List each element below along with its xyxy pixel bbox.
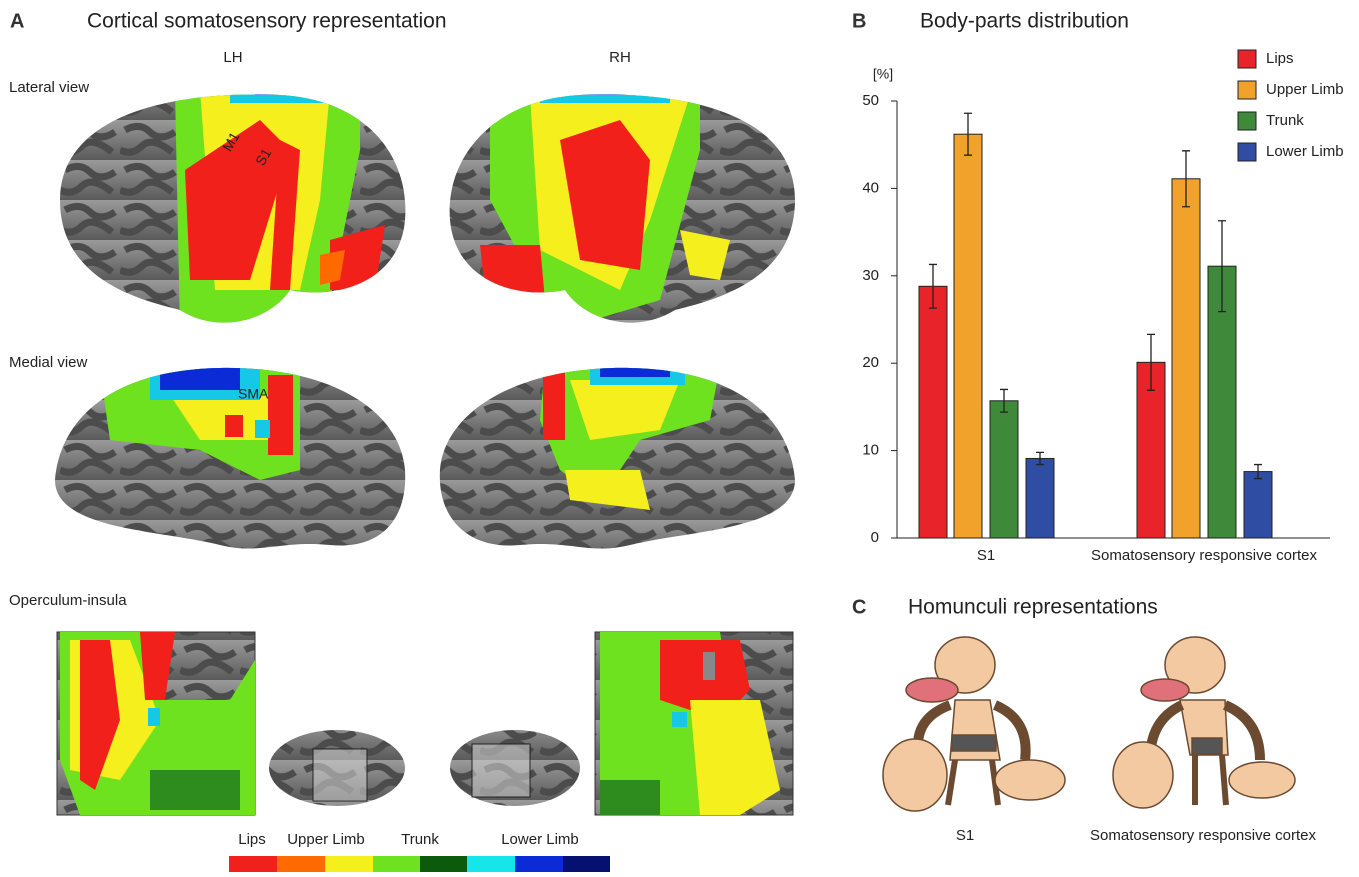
bar <box>990 401 1018 538</box>
bar <box>919 286 947 538</box>
homunculus <box>1113 637 1295 808</box>
y-tick-label: 0 <box>871 529 879 546</box>
operculum-left <box>57 632 255 815</box>
chart-title: Body-parts distribution <box>920 10 1129 33</box>
colorbar-label: Trunk <box>401 831 439 848</box>
bar <box>1026 458 1054 538</box>
brain-medial-left <box>50 360 420 560</box>
bar <box>1172 179 1200 538</box>
x-tick-label: Somatosensory responsive cortex <box>1091 547 1317 564</box>
view-label: Operculum-insula <box>9 592 127 609</box>
brain-lateral-left <box>50 85 420 345</box>
colorbar <box>229 856 610 872</box>
colorbar-label: Upper Limb <box>287 831 365 848</box>
operculum-right <box>595 632 793 815</box>
x-tick-label: S1 <box>977 547 995 564</box>
bar <box>954 134 982 538</box>
y-tick-label: 50 <box>862 92 879 109</box>
y-tick-label: 30 <box>862 267 879 284</box>
region-annotation: SMA <box>238 386 269 402</box>
legend-label: Lips <box>1266 50 1294 67</box>
y-tick-label: 40 <box>862 179 879 196</box>
panel-letter: B <box>852 10 866 32</box>
small-brain <box>269 730 580 806</box>
hemisphere-label: RH <box>609 49 631 66</box>
figure: A Cortical somatosensory representation … <box>0 0 1359 872</box>
brain-medial-right <box>430 355 800 560</box>
colorbar-label: Lower Limb <box>501 831 579 848</box>
homunculus-label: S1 <box>956 827 974 844</box>
view-label: Medial view <box>9 354 88 371</box>
panel-letter: A <box>10 10 24 32</box>
y-axis-label: [%] <box>873 66 893 82</box>
legend-swatch <box>1238 112 1256 130</box>
y-tick-label: 10 <box>862 442 879 459</box>
legend-label: Upper Limb <box>1266 81 1344 98</box>
panel-letter: C <box>852 596 866 618</box>
legend-label: Trunk <box>1266 112 1304 129</box>
legend-label: Lower Limb <box>1266 143 1344 160</box>
legend-swatch <box>1238 143 1256 161</box>
homunculus <box>883 637 1065 811</box>
brain-lateral-right <box>440 85 810 345</box>
bar-chart: 0 10 20 30 40 50 S1 Somatosensory responsive co… <box>862 50 1343 564</box>
legend-swatch <box>1238 81 1256 99</box>
panel-title: Homunculi representations <box>908 596 1158 619</box>
view-label: Lateral view <box>9 79 89 96</box>
y-tick-label: 20 <box>862 354 879 371</box>
colorbar-label: Lips <box>238 831 266 848</box>
hemisphere-label: LH <box>223 49 242 66</box>
legend-swatch <box>1238 50 1256 68</box>
bar <box>1244 472 1272 538</box>
panel-title: Cortical somatosensory representation <box>87 10 447 33</box>
homunculus-label: Somatosensory responsive cortex <box>1090 827 1316 844</box>
